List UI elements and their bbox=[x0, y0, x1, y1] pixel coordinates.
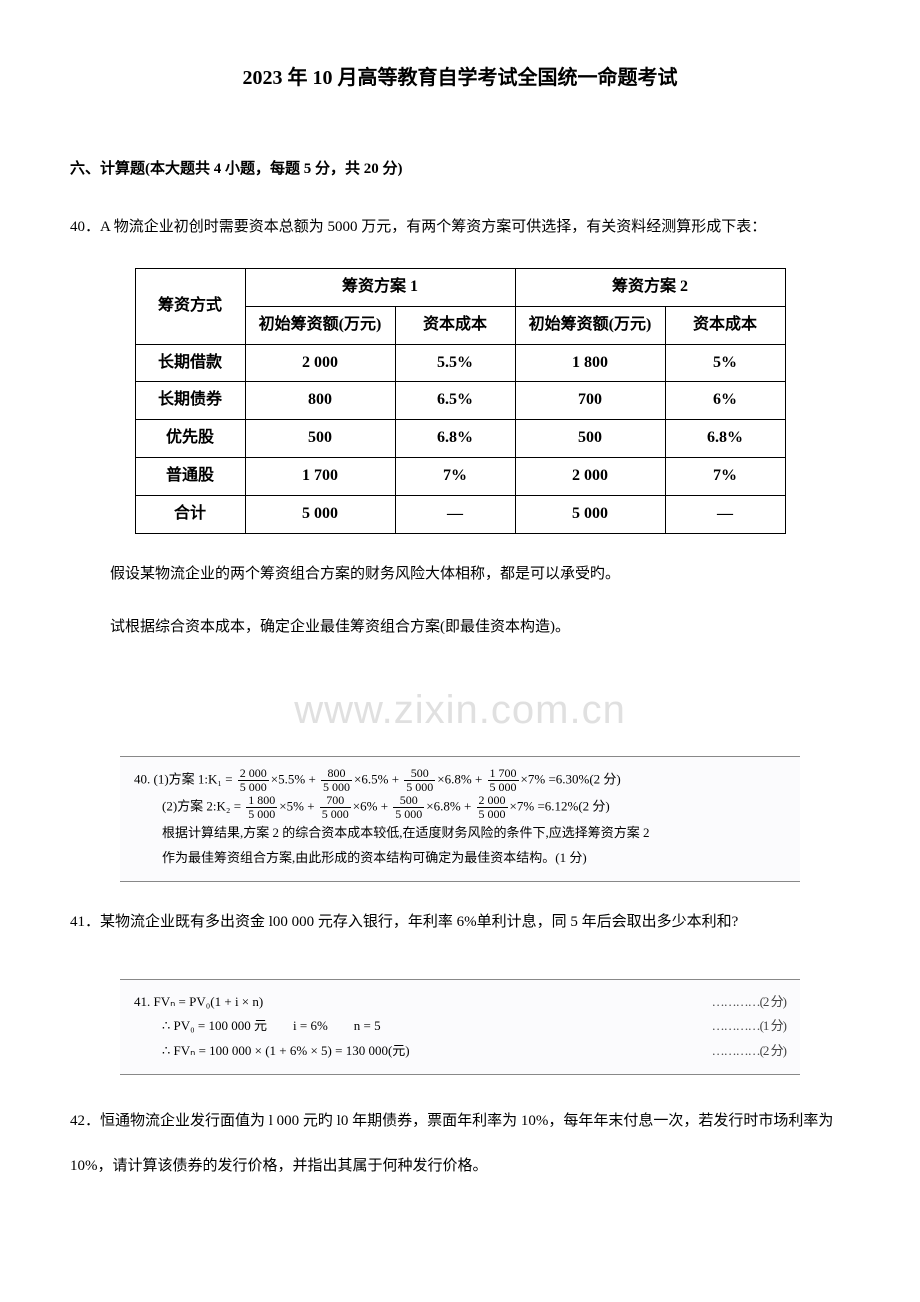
hdr-plan1: 筹资方案 1 bbox=[245, 269, 515, 307]
q41-stem: 41．某物流企业既有多出资金 l00 000 元存入银行，年利率 6%单利计息，… bbox=[70, 906, 850, 939]
frac: 5005 000 bbox=[393, 794, 424, 821]
cell: 2 000 bbox=[515, 457, 665, 495]
financing-table: 筹资方式 筹资方案 1 筹资方案 2 初始筹资额(万元) 资本成本 初始筹资额(… bbox=[135, 268, 786, 534]
score-mark: …………(2 分) bbox=[712, 1039, 786, 1064]
cell: 6.8% bbox=[665, 420, 785, 458]
watermark: www.zixin.com.cn bbox=[70, 674, 850, 746]
page-title: 2023 年 10 月高等教育自学考试全国统一命题考试 bbox=[70, 60, 850, 96]
q40-note1: 假设某物流企业的两个筹资组合方案的财务风险大体相称，都是可以承受旳。 bbox=[110, 558, 850, 591]
q42-stem: 42．恒通物流企业发行面值为 l 000 元旳 l0 年期债券，票面年利率为 1… bbox=[70, 1099, 850, 1189]
cell: 7% bbox=[395, 457, 515, 495]
cell: 6.5% bbox=[395, 382, 515, 420]
cell: — bbox=[665, 495, 785, 533]
sub-cost-2: 资本成本 bbox=[665, 306, 785, 344]
cell: 7% bbox=[665, 457, 785, 495]
cell: 5% bbox=[665, 344, 785, 382]
hdr-method: 筹资方式 bbox=[135, 269, 245, 345]
solution-41: 41. FVₙ = PV₀(1 + i × n)…………(2 分) ∴ PV₀ … bbox=[120, 979, 800, 1075]
sol40-line4: 作为最佳筹资组合方案,由此形成的资本结构可确定为最佳资本结构。(1 分) bbox=[134, 846, 786, 871]
cell: 1 700 bbox=[245, 457, 395, 495]
cell-method: 长期债券 bbox=[135, 382, 245, 420]
cell: 6.8% bbox=[395, 420, 515, 458]
sol41-line3: ∴ FVₙ = 100 000 × (1 + 6% × 5) = 130 000… bbox=[134, 1039, 786, 1064]
sol40-line2: (2)方案 2:K₂ = 1 8005 000×5% + 7005 000×6%… bbox=[134, 794, 786, 821]
table-row: 合计 5 000 — 5 000 — bbox=[135, 495, 785, 533]
sub-cost-1: 资本成本 bbox=[395, 306, 515, 344]
cell: 500 bbox=[245, 420, 395, 458]
cell: 2 000 bbox=[245, 344, 395, 382]
sol41-line2: ∴ PV₀ = 100 000 元 i = 6% n = 5…………(1 分) bbox=[134, 1014, 786, 1039]
cell: 1 800 bbox=[515, 344, 665, 382]
cell: 700 bbox=[515, 382, 665, 420]
frac: 2 0005 000 bbox=[238, 767, 269, 794]
sol40-line1: 40. (1)方案 1:K₁ = 2 0005 000×5.5% + 8005 … bbox=[134, 767, 786, 794]
sol40-l2a: (2)方案 2:K₂ = bbox=[162, 799, 241, 814]
cell-method: 普通股 bbox=[135, 457, 245, 495]
sol40-l1a: 40. (1)方案 1:K₁ = bbox=[134, 771, 233, 786]
q40-note2: 试根据综合资本成本，确定企业最佳筹资组合方案(即最佳资本构造)。 bbox=[110, 611, 850, 644]
frac: 7005 000 bbox=[320, 794, 351, 821]
sub-amount-2: 初始筹资额(万元) bbox=[515, 306, 665, 344]
solution-40: 40. (1)方案 1:K₁ = 2 0005 000×5.5% + 8005 … bbox=[120, 756, 800, 882]
frac: 5005 000 bbox=[404, 767, 435, 794]
cell: 5 000 bbox=[515, 495, 665, 533]
sol40-line3: 根据计算结果,方案 2 的综合资本成本较低,在适度财务风险的条件下,应选择筹资方… bbox=[134, 821, 786, 846]
cell: 500 bbox=[515, 420, 665, 458]
sol41-line1: 41. FVₙ = PV₀(1 + i × n)…………(2 分) bbox=[134, 990, 786, 1015]
frac: 2 0005 000 bbox=[477, 794, 508, 821]
table-row: 长期借款 2 000 5.5% 1 800 5% bbox=[135, 344, 785, 382]
table-row: 普通股 1 700 7% 2 000 7% bbox=[135, 457, 785, 495]
section-header: 六、计算题(本大题共 4 小题，每题 5 分，共 20 分) bbox=[70, 156, 850, 183]
table-row: 优先股 500 6.8% 500 6.8% bbox=[135, 420, 785, 458]
frac: 1 8005 000 bbox=[246, 794, 277, 821]
cell-method: 长期借款 bbox=[135, 344, 245, 382]
cell-method: 合计 bbox=[135, 495, 245, 533]
frac: 8005 000 bbox=[321, 767, 352, 794]
table-row: 长期债券 800 6.5% 700 6% bbox=[135, 382, 785, 420]
frac: 1 7005 000 bbox=[488, 767, 519, 794]
cell: — bbox=[395, 495, 515, 533]
score-mark: …………(2 分) bbox=[712, 990, 786, 1015]
hdr-plan2: 筹资方案 2 bbox=[515, 269, 785, 307]
cell-method: 优先股 bbox=[135, 420, 245, 458]
cell: 5 000 bbox=[245, 495, 395, 533]
score-mark: …………(1 分) bbox=[712, 1014, 786, 1039]
q40-stem: 40．A 物流企业初创时需要资本总额为 5000 万元，有两个筹资方案可供选择，… bbox=[70, 211, 850, 244]
sub-amount-1: 初始筹资额(万元) bbox=[245, 306, 395, 344]
cell: 800 bbox=[245, 382, 395, 420]
cell: 5.5% bbox=[395, 344, 515, 382]
cell: 6% bbox=[665, 382, 785, 420]
